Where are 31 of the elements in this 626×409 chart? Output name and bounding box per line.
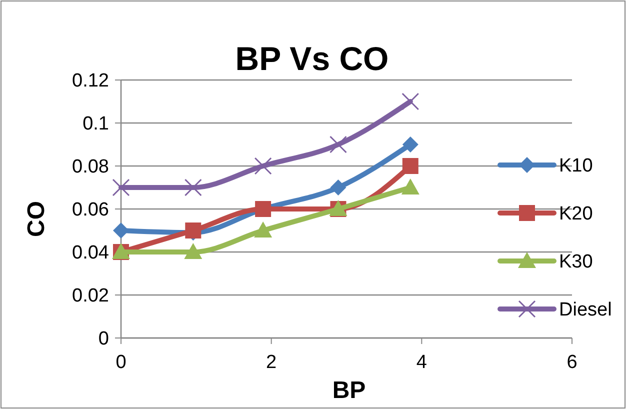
point <box>402 158 418 174</box>
point <box>254 157 272 175</box>
point <box>184 178 202 196</box>
y-tick-label: 0.02 <box>72 286 109 307</box>
point <box>402 136 418 152</box>
legend-label: Diesel <box>559 300 612 321</box>
y-tick-label: 0.12 <box>72 70 109 92</box>
x-tick-label: 0 <box>116 352 126 373</box>
point <box>402 92 420 110</box>
point <box>329 136 347 154</box>
y-tick-label: 0.1 <box>82 114 109 135</box>
point <box>184 243 202 259</box>
x-tick-label: 2 <box>266 352 277 373</box>
y-tick-label: 0.08 <box>72 156 109 178</box>
y-tick-label: 0 <box>98 328 109 350</box>
point <box>401 178 420 194</box>
legend-label: K30 <box>559 252 593 273</box>
point <box>185 222 202 238</box>
point <box>330 180 346 196</box>
point <box>112 178 130 196</box>
x-tick-label: 6 <box>566 352 578 373</box>
point <box>113 222 129 238</box>
y-tick-label: 0.04 <box>72 242 110 264</box>
y-axis-title: CO <box>23 201 50 237</box>
legend-label: K20 <box>559 204 593 225</box>
y-tick-label: 0.06 <box>72 200 109 221</box>
point <box>254 222 272 238</box>
chart-title: BP Vs CO <box>235 40 389 77</box>
x-axis-title: BP <box>332 377 366 404</box>
x-tick-label: 4 <box>416 352 428 373</box>
legend-label: K10 <box>559 156 593 177</box>
